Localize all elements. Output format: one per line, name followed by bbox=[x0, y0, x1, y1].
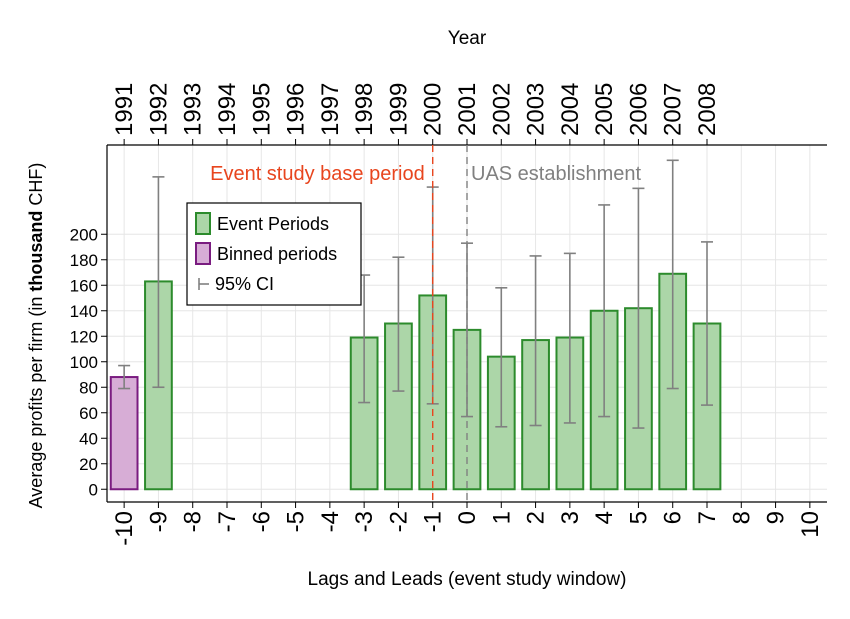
top-tick-label: 2008 bbox=[694, 83, 721, 136]
top-tick-label: 2006 bbox=[625, 83, 652, 136]
top-tick-label: 1999 bbox=[385, 83, 412, 136]
x-tick-label: -1 bbox=[420, 511, 447, 532]
x-tick-label: -10 bbox=[111, 511, 138, 546]
y-tick-label: 100 bbox=[70, 353, 98, 372]
x-tick-label: -3 bbox=[351, 511, 378, 532]
x-tick-label: 5 bbox=[625, 511, 652, 524]
top-tick-label: 2003 bbox=[523, 83, 550, 136]
x-tick-label: 4 bbox=[591, 511, 618, 524]
legend: Event Periods Binned periods 95% CI bbox=[186, 202, 362, 306]
top-tick-label: 1991 bbox=[111, 83, 138, 136]
legend-label: Binned periods bbox=[217, 244, 337, 264]
top-tick-label: 1994 bbox=[214, 83, 241, 136]
top-tick-label: 2007 bbox=[660, 83, 687, 136]
annotation-label: UAS establishment bbox=[471, 163, 642, 185]
x-tick-label: -2 bbox=[385, 511, 412, 532]
x-tick-label: 9 bbox=[763, 511, 790, 524]
x-tick-label: -6 bbox=[248, 511, 275, 532]
y-tick-label: 80 bbox=[79, 378, 98, 397]
top-tick-label: 1996 bbox=[283, 83, 310, 136]
top-tick-label: 2001 bbox=[454, 83, 481, 136]
x-tick-label: -5 bbox=[283, 511, 310, 532]
legend-box bbox=[186, 202, 362, 306]
y-tick-label: 200 bbox=[70, 225, 98, 244]
annotation-label: Event study base period bbox=[210, 163, 425, 185]
y-tick-label: 60 bbox=[79, 404, 98, 423]
legend-swatch bbox=[195, 212, 211, 235]
top-tick-label: 2004 bbox=[557, 83, 584, 136]
y-tick-label: 160 bbox=[70, 276, 98, 295]
x-tick-label: 1 bbox=[488, 511, 515, 524]
y-tick-label: 40 bbox=[79, 429, 98, 448]
x-tick-label: 0 bbox=[454, 511, 481, 524]
annotations: Event study base period UAS establishment bbox=[210, 145, 642, 502]
x-tick-label: -9 bbox=[145, 511, 172, 532]
y-axis-title-part: CHF) bbox=[26, 163, 46, 211]
y-tick-label: 0 bbox=[89, 480, 98, 499]
x-tick-label: -8 bbox=[180, 511, 207, 532]
y-tick-label: 140 bbox=[70, 302, 98, 321]
x-tick-label: 2 bbox=[523, 511, 550, 524]
bar bbox=[109, 376, 139, 491]
top-tick-label: 1992 bbox=[145, 83, 172, 136]
y-tick-label: 180 bbox=[70, 251, 98, 270]
x-tick-label: 6 bbox=[660, 511, 687, 524]
x-tick-label: 3 bbox=[557, 511, 584, 524]
y-axis-title: Average profits per firm (in thousand CH… bbox=[26, 163, 46, 509]
legend-swatch bbox=[195, 242, 211, 265]
top-tick-label: 2002 bbox=[488, 83, 515, 136]
x-tick-label: -4 bbox=[317, 511, 344, 532]
y-tick-label: 20 bbox=[79, 455, 98, 474]
top-tick-label: 2005 bbox=[591, 83, 618, 136]
top-tick-label: 2000 bbox=[420, 83, 447, 136]
x-axis-title: Lags and Leads (event study window) bbox=[308, 569, 627, 590]
top-tick-label: 1995 bbox=[248, 83, 275, 136]
y-axis-title-part: thousand bbox=[26, 211, 46, 292]
top-tick-label: 1993 bbox=[180, 83, 207, 136]
top-tick-label: 1997 bbox=[317, 83, 344, 136]
legend-label: 95% CI bbox=[215, 274, 274, 294]
x-tick-label: 7 bbox=[694, 511, 721, 524]
y-tick-label: 120 bbox=[70, 327, 98, 346]
top-axis-title: Year bbox=[448, 28, 487, 49]
bars bbox=[109, 272, 722, 491]
y-axis-title-part: Average profits per firm (in bbox=[26, 292, 46, 509]
x-tick-label: -7 bbox=[214, 511, 241, 532]
x-tick-label: 10 bbox=[797, 511, 824, 538]
top-tick-label: 1998 bbox=[351, 83, 378, 136]
x-tick-label: 8 bbox=[728, 511, 755, 524]
legend-label: Event Periods bbox=[217, 214, 329, 234]
